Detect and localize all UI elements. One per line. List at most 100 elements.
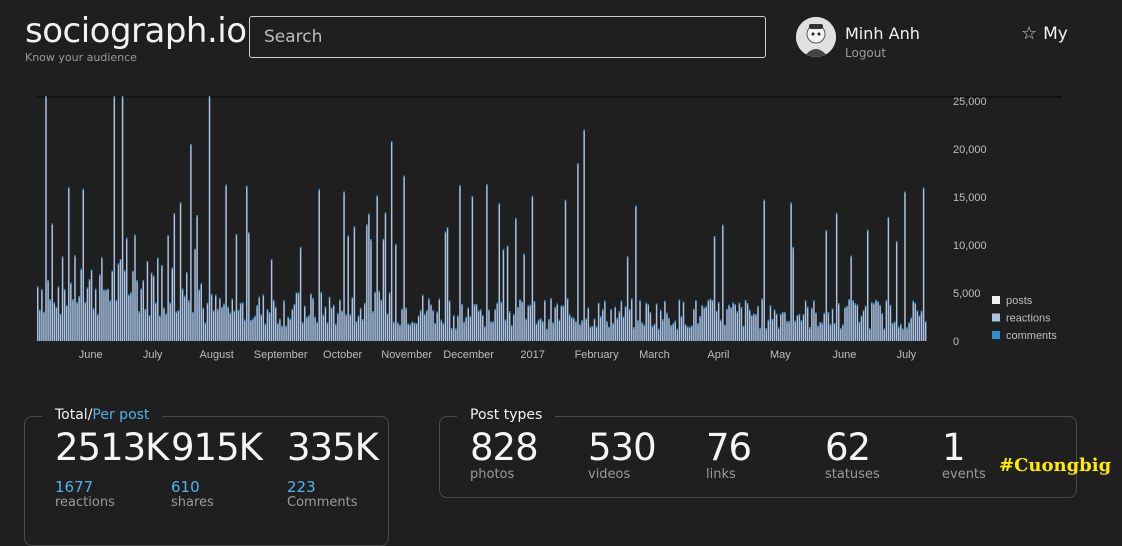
reaction-bar xyxy=(272,299,275,341)
reaction-bar xyxy=(806,306,809,341)
reaction-bar xyxy=(829,324,832,341)
count-links: 76 xyxy=(706,426,752,469)
comment-cap xyxy=(548,319,550,321)
comment-cap xyxy=(746,303,749,305)
reaction-bar xyxy=(413,322,416,341)
reaction-bar xyxy=(697,323,699,341)
comment-cap xyxy=(322,314,325,317)
comment-cap xyxy=(457,315,459,318)
my-button[interactable]: ☆ My xyxy=(1021,23,1068,44)
reaction-bar xyxy=(469,316,472,341)
reaction-bar xyxy=(780,313,782,341)
count-events: 1 xyxy=(942,426,966,469)
comment-cap xyxy=(498,203,501,205)
comment-cap xyxy=(891,323,894,325)
comment-cap xyxy=(513,314,515,316)
reaction-bar xyxy=(70,282,72,341)
activity-chart[interactable]: 25,000 20,000 15,000 10,000 5,000 0 June July Au… xyxy=(0,90,1122,365)
comment-cap xyxy=(906,327,908,330)
reaction-bar xyxy=(494,309,496,341)
comment-cap xyxy=(308,315,310,317)
reaction-bar xyxy=(316,322,318,341)
comment-cap xyxy=(856,304,859,307)
comment-cap xyxy=(728,304,730,307)
comment-cap xyxy=(720,319,722,322)
brand-title[interactable]: sociograph.io xyxy=(25,11,247,51)
comment-cap xyxy=(430,304,432,307)
reaction-bar xyxy=(446,227,449,341)
reaction-bar xyxy=(854,303,857,341)
comment-cap xyxy=(181,288,184,291)
comment-cap xyxy=(243,319,246,322)
reaction-bar xyxy=(68,187,70,341)
comment-cap xyxy=(324,306,327,309)
comment-cap xyxy=(59,313,62,316)
reaction-bar xyxy=(475,304,478,341)
comment-cap xyxy=(107,288,109,291)
comment-cap xyxy=(678,299,681,302)
reaction-bar xyxy=(637,320,639,341)
reaction-bar xyxy=(113,96,116,341)
reaction-bar xyxy=(388,292,391,341)
reaction-bar xyxy=(784,311,786,341)
reaction-bar xyxy=(916,310,919,341)
reaction-bar xyxy=(777,327,780,341)
comment-cap xyxy=(258,296,260,299)
reaction-bar xyxy=(107,288,109,341)
comment-cap xyxy=(467,307,469,309)
y-tick-label: 25,000 xyxy=(953,96,987,108)
reaction-bar xyxy=(188,300,190,341)
avatar[interactable] xyxy=(796,17,836,57)
reaction-bar xyxy=(835,212,838,341)
count-statuses: 62 xyxy=(825,426,871,469)
comment-cap xyxy=(266,309,269,311)
comment-cap xyxy=(786,321,788,323)
reaction-bar xyxy=(838,303,840,341)
reaction-bar xyxy=(72,299,74,341)
comment-cap xyxy=(208,96,211,98)
reaction-bar xyxy=(219,298,221,341)
x-tick-label: March xyxy=(639,349,670,361)
reaction-bar xyxy=(858,321,861,341)
comment-cap xyxy=(904,191,906,194)
reaction-bar xyxy=(608,326,610,341)
reaction-bar xyxy=(604,300,606,341)
per-post-toggle[interactable]: Per post xyxy=(92,407,150,423)
reaction-bar xyxy=(510,325,513,341)
reaction-bar xyxy=(281,325,283,341)
comment-cap xyxy=(235,234,238,236)
comment-cap xyxy=(680,316,683,318)
reaction-bar xyxy=(674,320,676,341)
reaction-bar xyxy=(879,305,881,341)
reaction-bar xyxy=(641,322,643,341)
reaction-bar xyxy=(875,299,877,341)
reaction-bar xyxy=(351,297,354,341)
reaction-bar xyxy=(562,305,565,341)
comment-cap xyxy=(349,314,351,316)
reaction-bar xyxy=(366,224,368,341)
comment-cap xyxy=(749,309,751,312)
comment-cap xyxy=(542,321,544,323)
comment-cap xyxy=(291,309,294,311)
comment-cap xyxy=(914,302,917,305)
reaction-bar xyxy=(76,302,78,341)
brand[interactable]: sociograph.io Know your audience xyxy=(25,12,247,64)
comment-cap xyxy=(417,315,420,318)
reaction-bar xyxy=(866,229,869,341)
comment-cap xyxy=(626,256,629,258)
search-input[interactable] xyxy=(249,16,766,58)
comment-cap xyxy=(496,302,498,305)
reaction-bar xyxy=(918,315,921,341)
reaction-bar xyxy=(730,307,732,341)
reaction-bar xyxy=(821,322,823,341)
comment-cap xyxy=(831,308,834,311)
comment-cap xyxy=(210,293,213,296)
comment-cap xyxy=(424,313,426,316)
logout-link[interactable]: Logout xyxy=(845,46,887,60)
comment-cap xyxy=(254,315,256,318)
reaction-bar xyxy=(157,257,159,341)
reaction-bar xyxy=(552,322,554,341)
reaction-bar xyxy=(842,324,844,341)
reaction-bar xyxy=(860,315,863,341)
comment-cap xyxy=(419,310,422,312)
